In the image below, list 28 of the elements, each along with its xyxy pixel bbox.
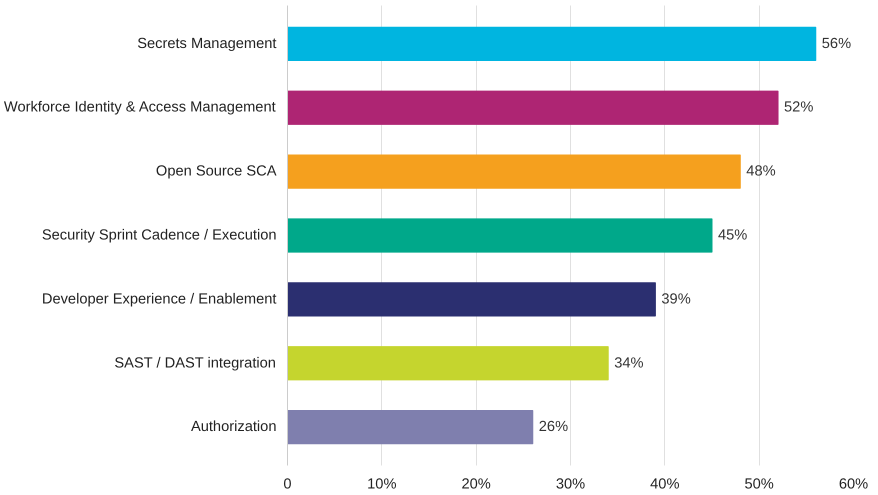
- data-label: 48%: [746, 164, 776, 180]
- data-label: 26%: [538, 419, 568, 436]
- data-label: 56%: [822, 36, 852, 52]
- bar: [288, 26, 816, 61]
- y-tick-label: Open Source SCA: [156, 164, 277, 180]
- y-tick-label: SAST / DAST integration: [114, 355, 276, 372]
- bar: [288, 346, 609, 380]
- bar: [288, 410, 534, 444]
- data-label: 45%: [718, 228, 748, 244]
- bar: [288, 282, 656, 316]
- x-tick-label: 20%: [462, 476, 491, 492]
- y-tick-label: Developer Experience / Enablement: [42, 291, 277, 308]
- y-tick-label: Authorization: [190, 419, 277, 436]
- bar: [288, 154, 741, 189]
- bar: [288, 218, 712, 253]
- data-label: 39%: [661, 291, 691, 308]
- y-tick-label: Workforce Identity & Access Management: [4, 100, 276, 116]
- bar: [288, 90, 779, 125]
- x-tick-label: 0: [283, 476, 292, 492]
- x-tick-label: 50%: [744, 476, 774, 492]
- data-label: 52%: [784, 100, 814, 116]
- x-tick-label: 40%: [650, 476, 680, 492]
- x-tick-label: 60%: [838, 476, 868, 492]
- x-tick-label: 30%: [556, 476, 586, 492]
- x-tick-label: 10%: [367, 476, 397, 492]
- y-tick-label: Security Sprint Cadence / Execution: [42, 228, 277, 244]
- data-label: 34%: [614, 355, 644, 372]
- y-tick-label: Secrets Management: [137, 36, 277, 52]
